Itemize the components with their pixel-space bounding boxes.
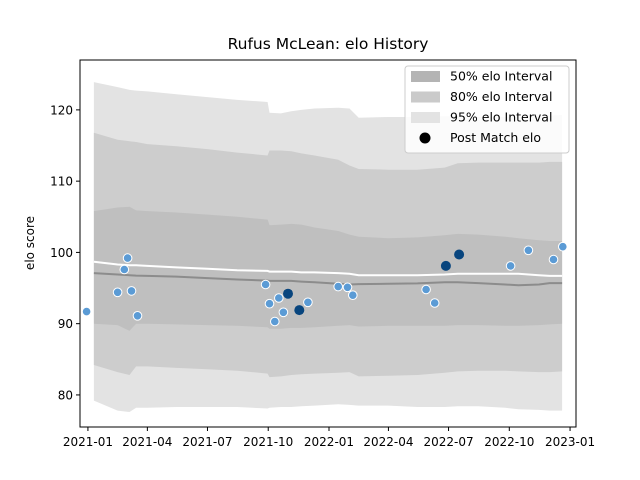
legend-box	[404, 65, 570, 154]
match-point-12	[333, 281, 344, 292]
match-point-18	[523, 245, 534, 256]
y-tick-label-120: 120	[50, 103, 73, 117]
x-tick-label-2021-04: 2021-04	[122, 435, 172, 449]
x-tick-label-2022-01: 2022-01	[304, 435, 354, 449]
y-tick-label-80: 80	[58, 388, 73, 402]
legend: 50% elo Interval 80% elo Interval 95% elo …	[404, 65, 570, 154]
x-tick-label-2022-04: 2022-04	[363, 435, 413, 449]
match-point-13	[342, 282, 353, 293]
match-point-14	[348, 290, 358, 301]
match-point-0	[81, 306, 92, 317]
match-point-8	[270, 316, 280, 327]
median-elo-line	[93, 272, 563, 287]
legend-label-2: 95% elo Interval	[450, 110, 552, 125]
highlight-point-1	[294, 305, 305, 316]
legend-swatch-2	[411, 112, 440, 123]
legend-label-3: Post Match elo	[450, 130, 541, 145]
match-point-9	[274, 293, 284, 303]
x-tick-label-2021-07: 2021-07	[182, 435, 232, 449]
highlight-point-0	[283, 288, 293, 299]
interval-80-band	[93, 132, 563, 378]
plot-frame	[79, 59, 577, 428]
match-point-10	[278, 307, 289, 318]
axes: 80 90 100 110 120 2021-01 2021-04 2021-07 2021-1…	[50, 59, 595, 449]
chart-title: Rufus McLean: elo History	[228, 35, 429, 53]
x-tick-label-2022-07: 2022-07	[423, 435, 473, 449]
y-tick-label-90: 90	[58, 317, 73, 331]
match-point-2	[119, 264, 130, 275]
y-tick-label-110: 110	[50, 175, 73, 189]
y-tick-label-100: 100	[50, 246, 73, 260]
highlight-point-3	[454, 249, 465, 260]
match-point-11	[303, 297, 313, 308]
match-point-17	[505, 261, 516, 271]
x-tick-label-2022-10: 2022-10	[484, 435, 534, 449]
match-point-4	[126, 286, 137, 296]
match-point-16	[429, 298, 440, 308]
match-point-20	[558, 241, 568, 252]
x-tick-label-2021-10: 2021-10	[243, 435, 293, 449]
match-point-3	[122, 253, 133, 263]
legend-marker-3	[419, 132, 431, 144]
y-axis-label: elo score	[23, 216, 37, 270]
upper-elo-line	[93, 260, 563, 277]
match-point-6	[260, 279, 271, 290]
match-point-15	[421, 284, 431, 295]
x-tick-label-2023-01: 2023-01	[545, 435, 595, 449]
legend-label-1: 80% elo Interval	[450, 89, 552, 104]
match-point-7	[264, 298, 275, 309]
match-point-5	[132, 311, 143, 321]
legend-swatch-1	[411, 91, 440, 103]
interval-80-band-shade	[93, 132, 563, 378]
match-point-19	[548, 254, 559, 265]
interval-50-band-shade	[93, 206, 563, 331]
legend-label-0: 50% elo Interval	[450, 69, 552, 84]
highlight-point-2	[440, 260, 451, 271]
x-tick-label-2021-01: 2021-01	[63, 435, 113, 449]
match-point-1	[112, 287, 123, 298]
legend-swatch-0	[411, 71, 440, 82]
